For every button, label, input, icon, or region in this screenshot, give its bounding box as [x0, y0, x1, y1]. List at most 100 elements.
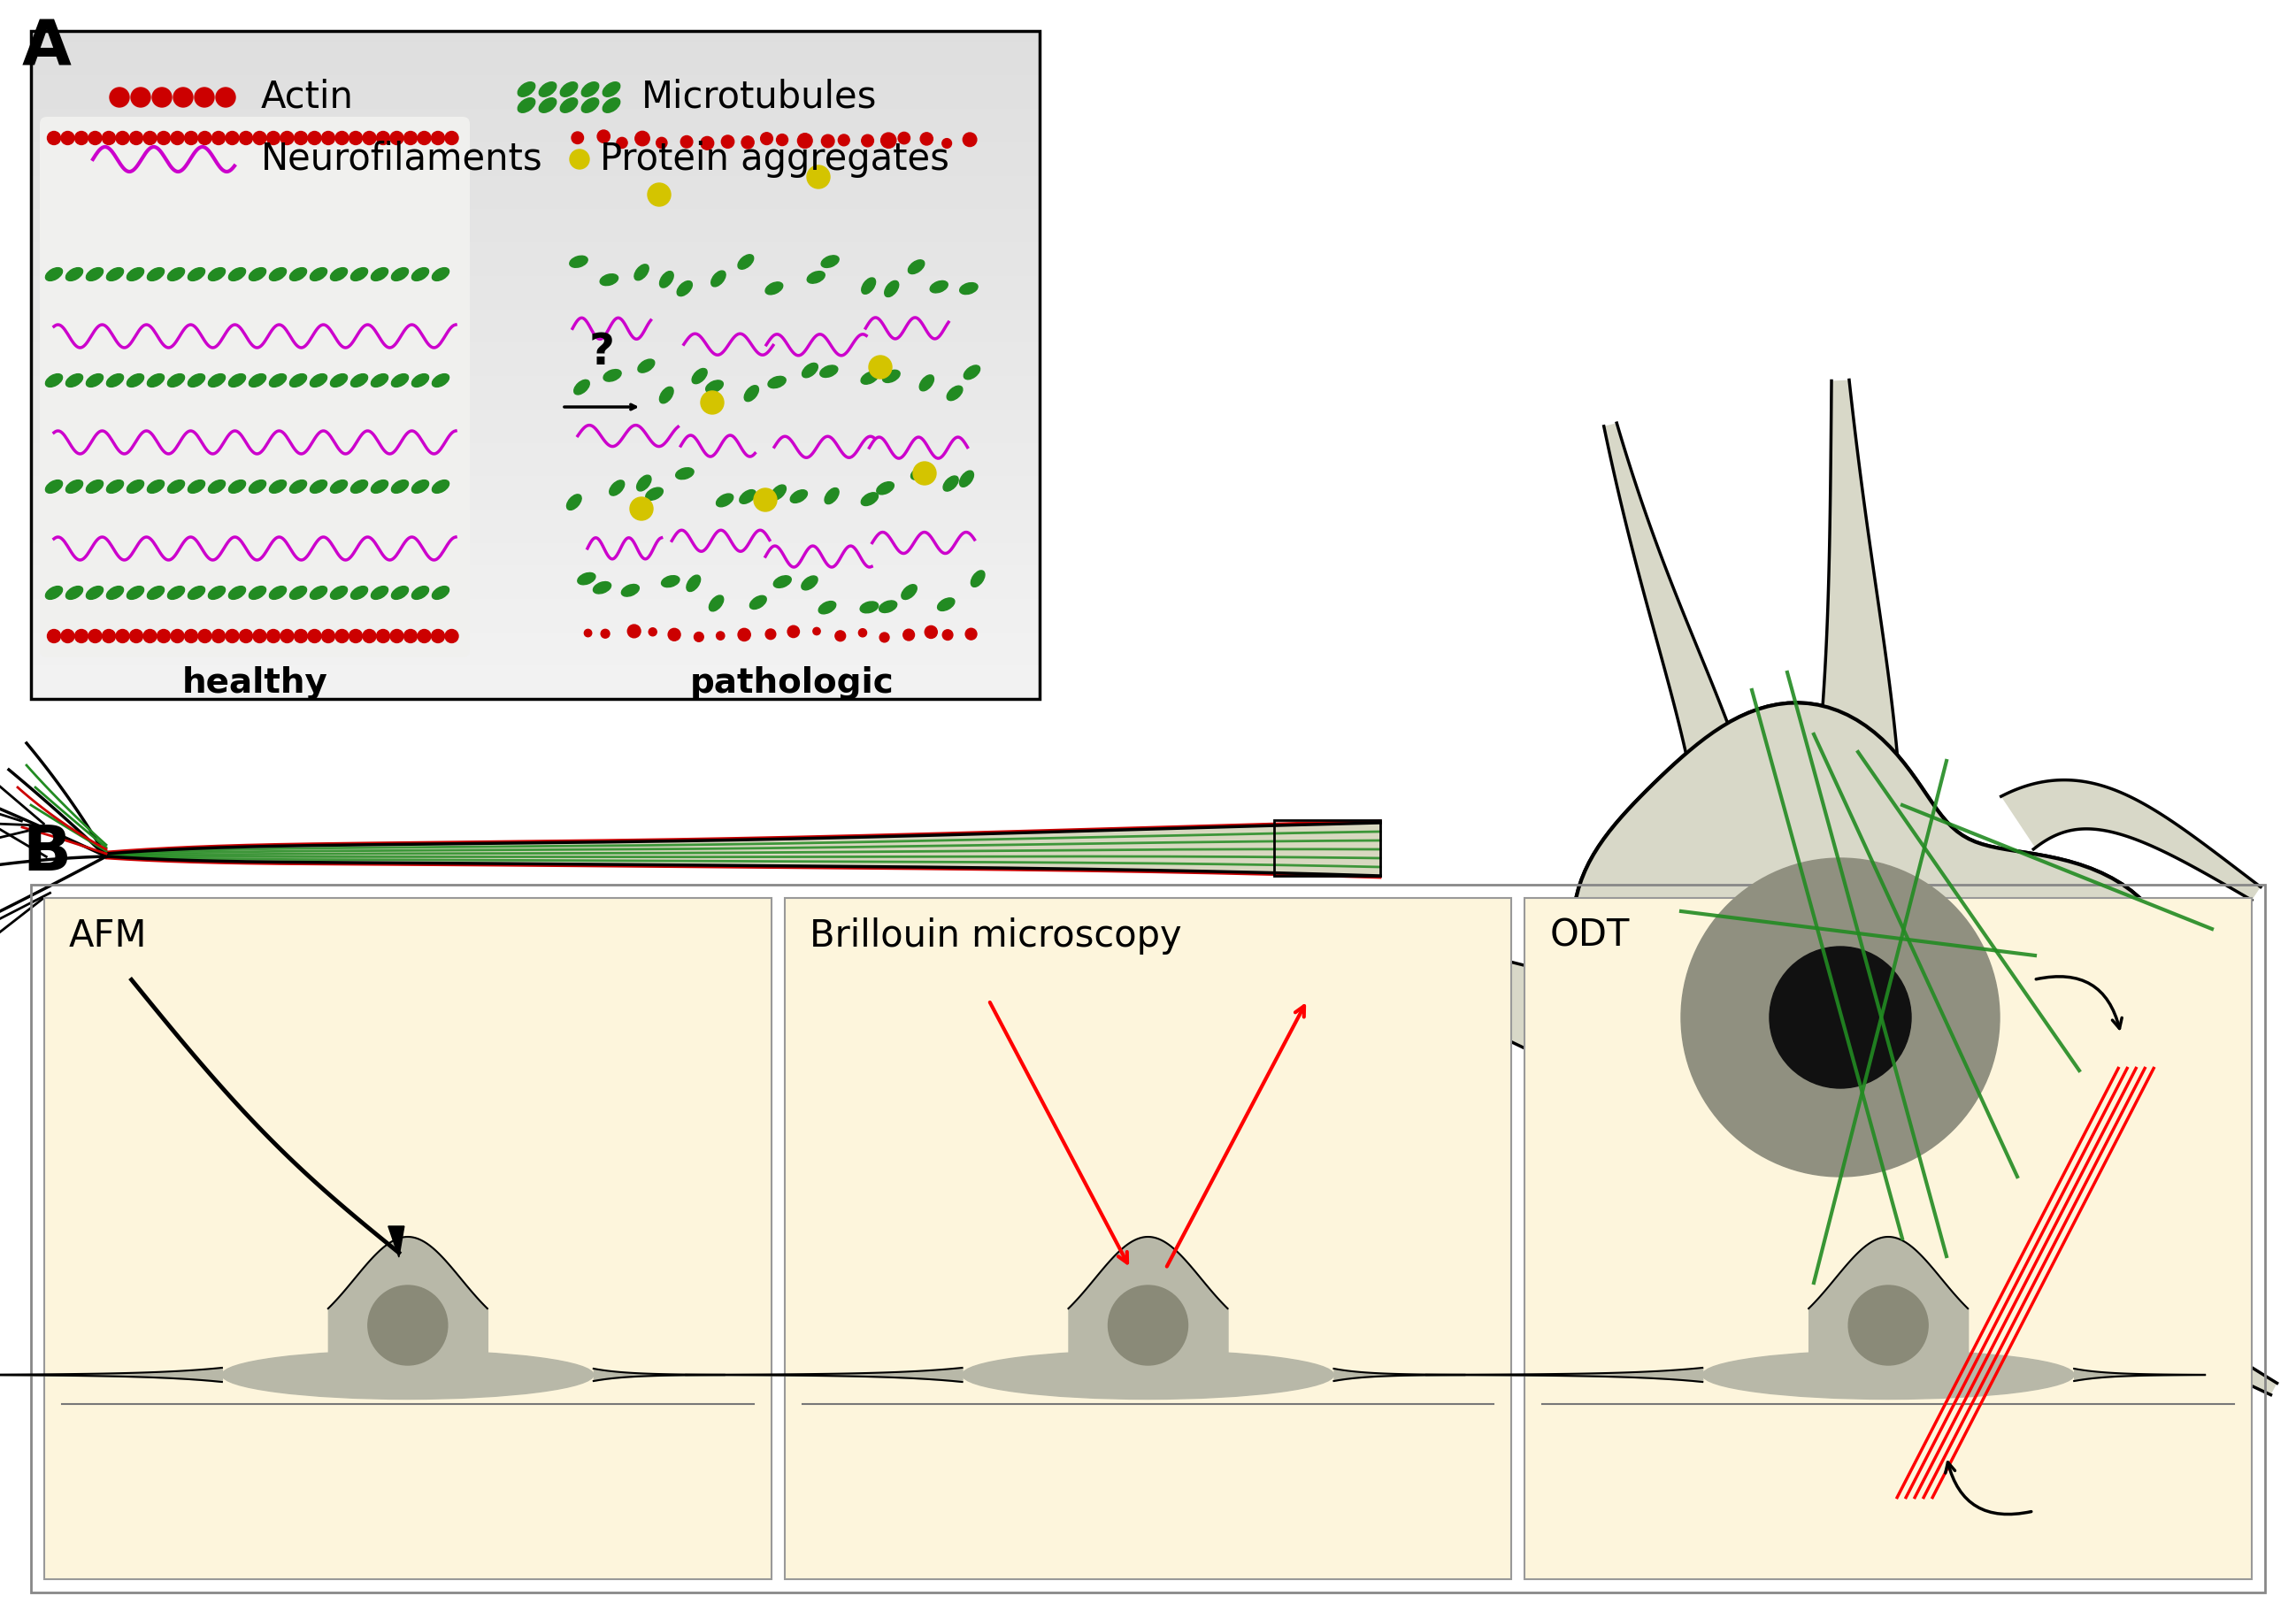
- Circle shape: [115, 630, 129, 643]
- Circle shape: [225, 131, 239, 144]
- Ellipse shape: [106, 267, 124, 280]
- Bar: [30, 665, 1040, 677]
- Ellipse shape: [67, 586, 83, 599]
- Circle shape: [142, 131, 156, 144]
- Ellipse shape: [739, 491, 755, 504]
- Ellipse shape: [269, 267, 287, 280]
- Text: Microtubules: Microtubules: [641, 79, 877, 117]
- Ellipse shape: [712, 270, 726, 287]
- Ellipse shape: [592, 581, 611, 594]
- Ellipse shape: [390, 374, 409, 387]
- Circle shape: [225, 630, 239, 643]
- Bar: [30, 332, 1040, 343]
- Bar: [30, 410, 1040, 421]
- Bar: [30, 622, 1040, 631]
- PathPatch shape: [1818, 380, 1896, 761]
- Ellipse shape: [351, 481, 367, 494]
- Ellipse shape: [209, 586, 225, 599]
- Ellipse shape: [638, 359, 654, 372]
- Bar: [30, 243, 1040, 254]
- PathPatch shape: [1373, 934, 1570, 1057]
- Ellipse shape: [209, 267, 225, 280]
- Circle shape: [404, 131, 418, 144]
- Circle shape: [838, 134, 850, 146]
- Circle shape: [753, 489, 776, 512]
- Text: pathologic: pathologic: [689, 665, 893, 699]
- Bar: [30, 186, 1040, 198]
- Bar: [30, 309, 1040, 321]
- Circle shape: [184, 131, 197, 144]
- Circle shape: [418, 131, 432, 144]
- Circle shape: [253, 630, 266, 643]
- Bar: [30, 476, 1040, 487]
- Bar: [30, 254, 1040, 266]
- Ellipse shape: [310, 374, 326, 387]
- Circle shape: [925, 627, 937, 638]
- Circle shape: [1770, 947, 1910, 1088]
- Ellipse shape: [960, 283, 978, 295]
- Bar: [30, 533, 1040, 542]
- Circle shape: [349, 630, 363, 643]
- Ellipse shape: [87, 586, 103, 599]
- Ellipse shape: [126, 481, 145, 494]
- Circle shape: [308, 630, 321, 643]
- Ellipse shape: [705, 380, 723, 393]
- Ellipse shape: [87, 267, 103, 280]
- Circle shape: [627, 625, 641, 638]
- Ellipse shape: [411, 586, 429, 599]
- Circle shape: [879, 633, 889, 643]
- Ellipse shape: [608, 481, 625, 495]
- Ellipse shape: [861, 278, 875, 295]
- Circle shape: [868, 356, 891, 379]
- Bar: [30, 65, 1040, 76]
- Ellipse shape: [351, 267, 367, 280]
- Ellipse shape: [604, 83, 620, 97]
- Ellipse shape: [946, 385, 962, 400]
- Circle shape: [788, 625, 799, 638]
- Bar: [30, 87, 1040, 97]
- Circle shape: [657, 138, 668, 149]
- Circle shape: [62, 131, 73, 144]
- Ellipse shape: [390, 586, 409, 599]
- Ellipse shape: [677, 282, 691, 296]
- Circle shape: [184, 630, 197, 643]
- Circle shape: [629, 497, 652, 520]
- Circle shape: [156, 131, 170, 144]
- Ellipse shape: [248, 481, 266, 494]
- Ellipse shape: [188, 481, 204, 494]
- Ellipse shape: [771, 484, 785, 500]
- Bar: [30, 465, 1040, 476]
- Circle shape: [432, 630, 445, 643]
- Circle shape: [211, 131, 225, 144]
- Circle shape: [700, 392, 723, 414]
- Circle shape: [152, 87, 172, 107]
- Ellipse shape: [126, 267, 145, 280]
- Circle shape: [962, 133, 976, 146]
- Ellipse shape: [390, 481, 409, 494]
- Circle shape: [239, 630, 253, 643]
- Circle shape: [1109, 1285, 1187, 1365]
- Ellipse shape: [581, 83, 599, 97]
- Ellipse shape: [432, 267, 450, 280]
- Text: Protein aggregates: Protein aggregates: [599, 141, 948, 178]
- Circle shape: [174, 87, 193, 107]
- Ellipse shape: [912, 466, 928, 479]
- Ellipse shape: [930, 280, 948, 293]
- Bar: [30, 120, 1040, 131]
- Circle shape: [367, 1285, 448, 1365]
- Bar: [30, 398, 1040, 410]
- Ellipse shape: [168, 267, 184, 280]
- Ellipse shape: [351, 586, 367, 599]
- Circle shape: [129, 630, 142, 643]
- Bar: [30, 444, 1040, 453]
- Ellipse shape: [87, 481, 103, 494]
- Ellipse shape: [960, 471, 974, 487]
- Bar: [30, 176, 1040, 186]
- Ellipse shape: [599, 274, 618, 285]
- Circle shape: [797, 133, 813, 147]
- Ellipse shape: [636, 476, 652, 491]
- Ellipse shape: [737, 254, 753, 269]
- Bar: [30, 97, 1040, 108]
- Ellipse shape: [918, 376, 934, 390]
- PathPatch shape: [106, 822, 1380, 876]
